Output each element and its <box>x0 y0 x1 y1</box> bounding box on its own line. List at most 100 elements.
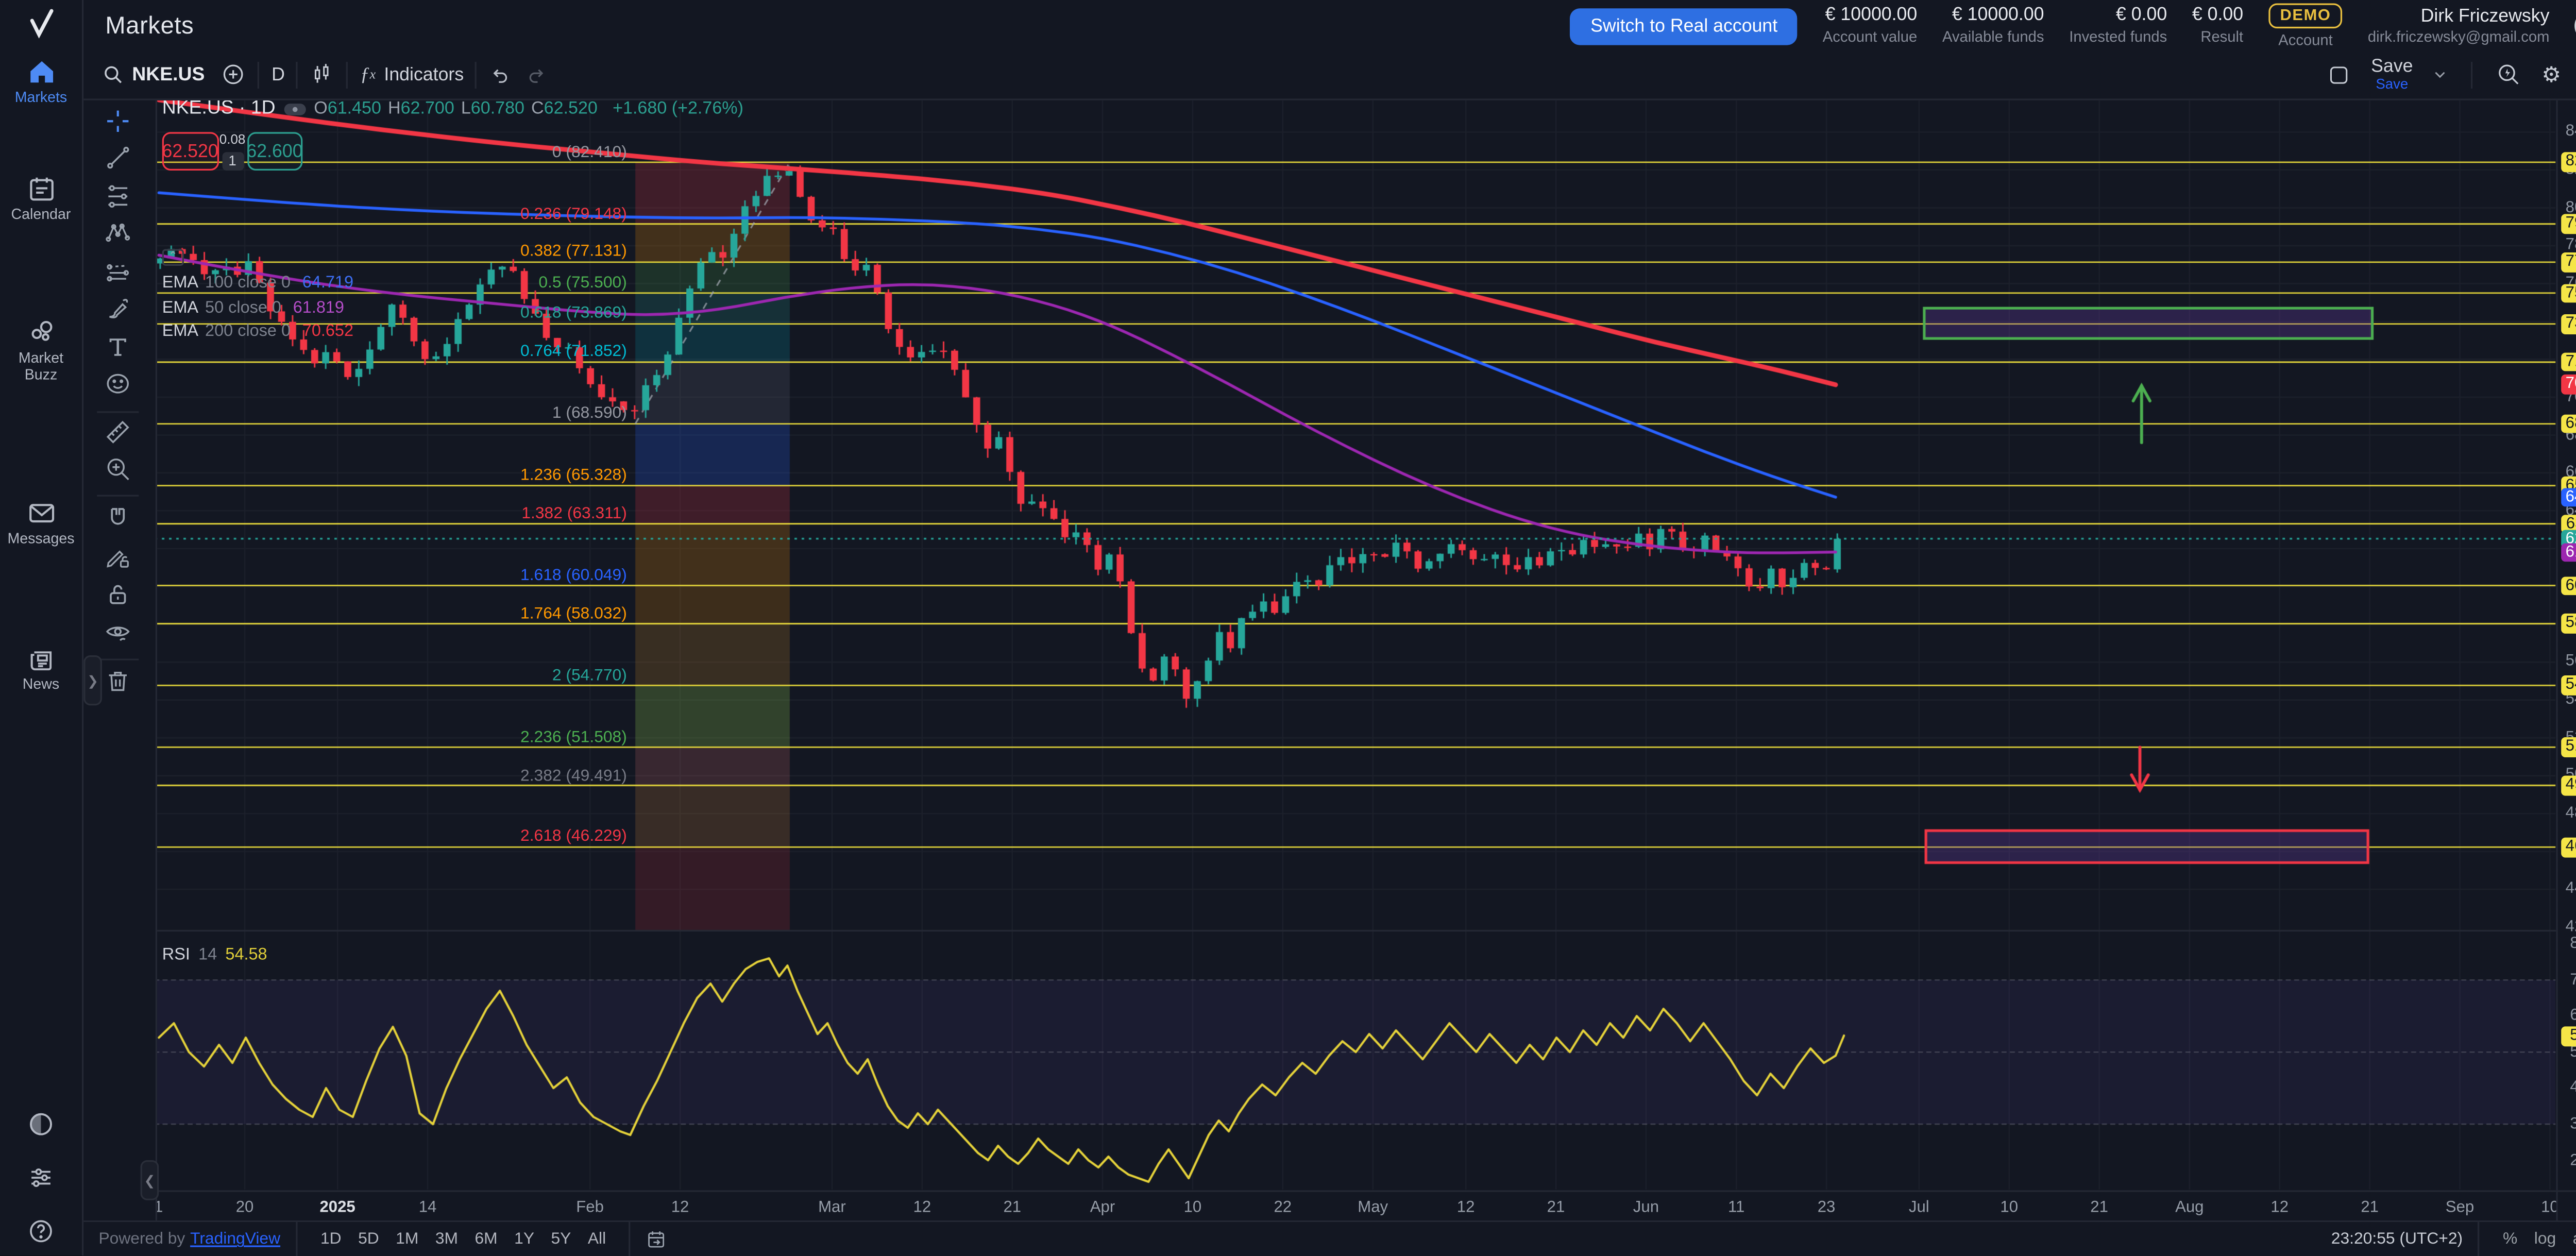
sidebar-item-markets[interactable]: Markets <box>0 57 82 106</box>
fib-level-label: 0.382 (77.131) <box>520 243 627 262</box>
trend-line-icon[interactable] <box>82 145 155 173</box>
price-scale[interactable]: 84.00082.00082.41080.00079.14878.00077.1… <box>2555 98 2576 1221</box>
quick-search-icon[interactable] <box>2497 62 2522 88</box>
scale-button-log[interactable]: log <box>2534 1231 2556 1250</box>
drawing-mode-icon[interactable] <box>82 544 155 572</box>
range-button-all[interactable]: All <box>587 1231 606 1250</box>
price-badge-fib: 71.852 <box>2562 352 2576 372</box>
spread-value: 0.08 <box>219 132 246 147</box>
chevron-down-icon[interactable] <box>2433 67 2448 82</box>
rsi-name[interactable]: RSI <box>162 946 190 965</box>
range-button-3m[interactable]: 3M <box>435 1231 459 1250</box>
indicators-button[interactable]: Indicators <box>384 64 464 85</box>
price-badge-fib: 46.229 <box>2562 838 2576 857</box>
sidebar-item-news[interactable]: News <box>0 643 82 693</box>
compare-add-icon[interactable] <box>222 62 247 88</box>
scale-button-%[interactable]: % <box>2503 1231 2518 1250</box>
time-tick: Jun <box>1633 1198 1659 1217</box>
ruler-icon[interactable] <box>82 418 155 446</box>
settings-gear-icon[interactable]: ⚙ <box>2541 61 2562 87</box>
time-tick: 11 <box>1727 1198 1745 1217</box>
sidebar-collapse-tab[interactable]: ❯ <box>83 655 102 706</box>
lock-icon <box>104 581 132 609</box>
sidebar-item-label: Calendar <box>11 206 71 223</box>
range-button-5d[interactable]: 5D <box>358 1231 379 1250</box>
indicator-legend-ema-50[interactable]: EMA 50 close 0 61.819 <box>162 298 344 317</box>
range-button-5y[interactable]: 5Y <box>551 1231 571 1250</box>
chart-style-icon[interactable] <box>310 62 335 88</box>
legend-collapse-icon[interactable]: ⌃ <box>162 249 184 266</box>
range-button-6m[interactable]: 6M <box>474 1231 498 1250</box>
price-tick: 80.000 <box>2565 198 2576 217</box>
symbol-search-icon[interactable] <box>102 64 124 86</box>
time-tick: 21 <box>2090 1198 2108 1217</box>
session-clock[interactable]: 23:20:55 (UTC+2) <box>2331 1231 2463 1250</box>
legend-symbol[interactable]: NKE.US · 1D <box>162 98 276 119</box>
hide-drawings-icon[interactable] <box>82 619 155 647</box>
time-tick: 12 <box>671 1198 689 1217</box>
emoji-icon[interactable] <box>82 370 155 399</box>
fib-level-label: 0.618 (73.869) <box>520 304 627 324</box>
indicator-legend-ema-200[interactable]: EMA 200 close 0 70.652 <box>162 323 354 341</box>
brush-icon[interactable] <box>82 295 155 324</box>
price-tick: 42.000 <box>2565 918 2576 937</box>
contrast-button[interactable] <box>0 1110 82 1139</box>
go-to-date-icon[interactable] <box>646 1229 668 1251</box>
range-button-1y[interactable]: 1Y <box>514 1231 535 1250</box>
fib-retracement-icon[interactable] <box>82 182 155 211</box>
magnet-icon[interactable] <box>82 506 155 534</box>
crosshair-icon[interactable] <box>82 107 155 135</box>
time-axis[interactable]: 11 20 2025 14 Feb 12 Mar 12 21 Apr 10 22 May 12 21 Jun 1… <box>82 1190 2559 1223</box>
switch-to-real-account-button[interactable]: Switch to Real account <box>1570 7 1798 44</box>
quantity-field[interactable]: 1 <box>221 152 244 171</box>
zoom-in-icon[interactable] <box>82 455 155 484</box>
price-tick: 44.000 <box>2565 880 2576 898</box>
axis-settings-icon[interactable]: ⚙ <box>2555 1190 2576 1223</box>
price-badge-fib: 60.049 <box>2562 576 2576 596</box>
tradingview-link[interactable]: TradingView <box>190 1231 281 1250</box>
price-tick: 48.000 <box>2565 804 2576 823</box>
user-avatar[interactable] <box>2574 10 2576 42</box>
scale-button-auto[interactable]: auto <box>2573 1231 2576 1250</box>
price-tick: 40.00 <box>2557 1079 2576 1097</box>
price-badge-fib: 82.410 <box>2562 152 2576 172</box>
rsi-legend: RSI 14 54.58 <box>162 946 267 965</box>
market-buzz-icon <box>26 318 56 348</box>
save-layout-button[interactable]: Save Save <box>2371 56 2413 92</box>
legend-menu-icon[interactable] <box>283 103 306 115</box>
sell-button[interactable]: 62.520 <box>162 132 218 171</box>
toolbar-collapse-tab[interactable]: ❮ <box>140 1160 159 1200</box>
redo-icon[interactable] <box>526 63 549 87</box>
display-settings-button[interactable] <box>0 1163 82 1192</box>
help-button[interactable] <box>0 1217 82 1245</box>
indicator-legend-ema-100[interactable]: EMA 100 close 0 64.719 <box>162 274 354 293</box>
interval-button[interactable]: D <box>272 64 285 85</box>
range-button-1d[interactable]: 1D <box>320 1231 342 1250</box>
news-icon <box>26 643 56 673</box>
forecast-icon[interactable] <box>82 258 155 286</box>
symbol-name[interactable]: NKE.US <box>132 64 205 85</box>
sidebar-item-market-buzz[interactable]: Market Buzz <box>0 318 82 383</box>
layout-select-icon[interactable] <box>2328 63 2351 87</box>
sidebar-item-messages[interactable]: Messages <box>0 498 82 548</box>
account-summary: Switch to Real account € 10000.00 Account… <box>1570 2 2576 49</box>
buy-button[interactable]: 62.600 <box>246 132 303 171</box>
sidebar-item-calendar[interactable]: Calendar <box>0 174 82 223</box>
price-tick: 78.000 <box>2565 236 2576 254</box>
lock-icon[interactable] <box>82 581 155 609</box>
range-button-1m[interactable]: 1M <box>396 1231 419 1250</box>
trash-icon[interactable] <box>82 668 155 696</box>
brand-logo-icon[interactable] <box>0 7 82 48</box>
contrast-icon <box>27 1110 55 1139</box>
price-badge-fib: 49.491 <box>2562 776 2576 795</box>
fib-retracement-icon <box>104 182 132 211</box>
time-tick: 12 <box>913 1198 931 1217</box>
xabcd-pattern-icon[interactable] <box>82 220 155 248</box>
fib-level-label: 2.236 (51.508) <box>520 728 627 747</box>
undo-icon[interactable] <box>489 63 512 87</box>
text-icon[interactable] <box>82 333 155 361</box>
demo-badge: DEMO <box>2268 2 2343 28</box>
